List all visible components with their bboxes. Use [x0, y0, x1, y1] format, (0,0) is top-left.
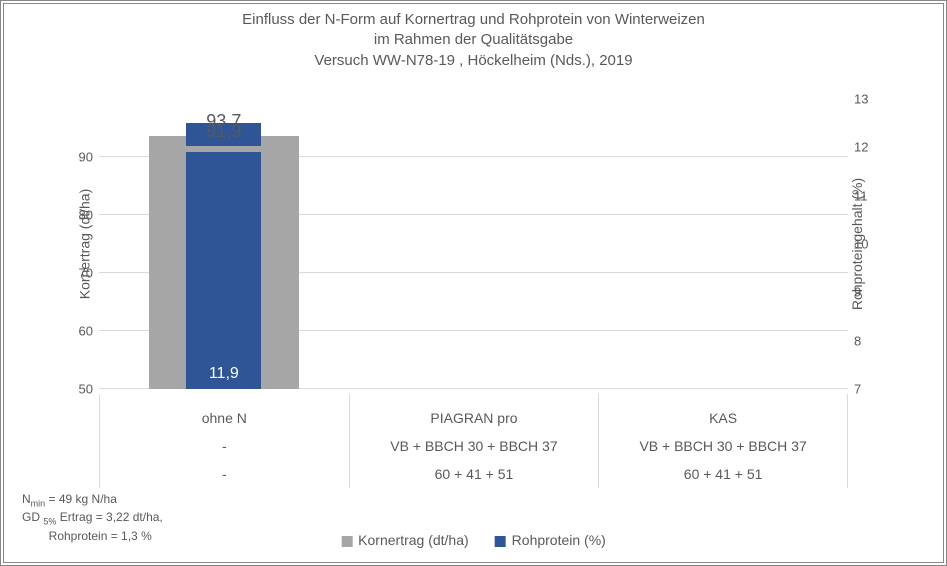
- y-left-tick: 60: [67, 324, 93, 339]
- y-right-tick: 7: [854, 382, 876, 397]
- footnote-line-1: Nmin = 49 kg N/ha: [22, 491, 163, 510]
- x-category-column: KASVB + BBCH 30 + BBCH 3760 + 41 + 51: [598, 394, 848, 488]
- y-left-tick: 90: [67, 150, 93, 165]
- x-category-column: PIAGRAN proVB + BBCH 30 + BBCH 3760 + 41…: [349, 394, 599, 488]
- legend-swatch-gray: [341, 536, 352, 547]
- x-category-row: PIAGRAN pro: [350, 404, 599, 432]
- legend-swatch-blue: [495, 536, 506, 547]
- y-right-tick: 12: [854, 140, 876, 155]
- y-left-tick: 70: [67, 266, 93, 281]
- footnote-line-3: Rohprotein = 1,3 %: [22, 528, 163, 544]
- x-category-row: VB + BBCH 30 + BBCH 37: [350, 432, 599, 460]
- legend-item-kornertrag: Kornertrag (dt/ha): [341, 532, 469, 548]
- bar-rohprotein: 11,9: [186, 152, 261, 389]
- bar-group: 91,9 11,9: [99, 99, 349, 389]
- x-category-row: 60 + 41 + 51: [350, 460, 599, 488]
- footnote: Nmin = 49 kg N/ha GD 5% Ertrag = 3,22 dt…: [22, 491, 163, 544]
- y-right-tick: 13: [854, 92, 876, 107]
- y-right-tick: 10: [854, 237, 876, 252]
- value-label-kornertrag: 91,9: [99, 121, 349, 142]
- value-label-rohprotein: 11,9: [186, 365, 261, 383]
- title-line-3: Versuch WW-N78-19 , Höckelheim (Nds.), 2…: [4, 51, 943, 71]
- x-category-row: -: [100, 432, 349, 460]
- y-left-axis-label: Kornertrag (dt/ha): [76, 189, 92, 300]
- x-category-row: VB + BBCH 30 + BBCH 37: [599, 432, 847, 460]
- title-line-2: im Rahmen der Qualitätsgabe: [4, 30, 943, 50]
- x-category-row: KAS: [599, 404, 847, 432]
- chart-title: Einfluss der N-Form auf Kornertrag und R…: [4, 4, 943, 71]
- plot-area: Kornertrag (dt/ha) Rohproteingehalt (%) …: [99, 99, 848, 389]
- chart-frame: Einfluss der N-Form auf Kornertrag und R…: [3, 3, 944, 563]
- title-line-1: Einfluss der N-Form auf Kornertrag und R…: [4, 10, 943, 30]
- y-left-tick: 50: [67, 382, 93, 397]
- legend: Kornertrag (dt/ha) Rohprotein (%): [341, 532, 606, 548]
- y-right-tick: 11: [854, 188, 876, 203]
- y-right-tick: 9: [854, 285, 876, 300]
- legend-item-rohprotein: Rohprotein (%): [495, 532, 606, 548]
- x-category-row: 60 + 41 + 51: [599, 460, 847, 488]
- x-category-row: -: [100, 460, 349, 488]
- y-right-tick: 8: [854, 333, 876, 348]
- footnote-line-2: GD 5% Ertrag = 3,22 dt/ha,: [22, 509, 163, 528]
- x-category-row: ohne N: [100, 404, 349, 432]
- x-category-column: ohne N--: [99, 394, 349, 488]
- y-left-tick: 80: [67, 208, 93, 223]
